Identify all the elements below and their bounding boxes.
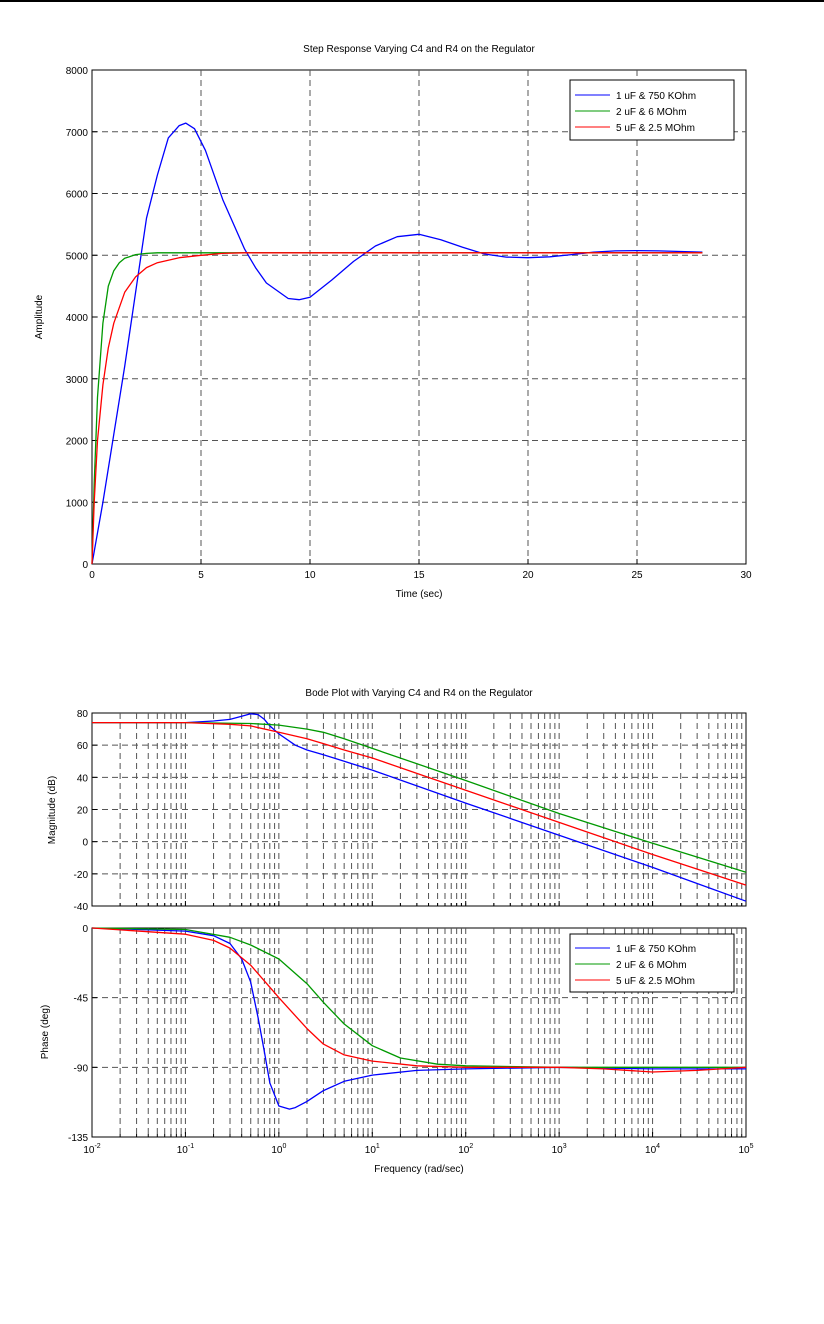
step-legend-label-3: 5 uF & 2.5 MOhm [616,123,695,134]
phase-legend: 1 uF & 750 KOhm 2 uF & 6 MOhm 5 uF & 2.5… [569,933,735,993]
phase-y-tick-label: -135 [68,1133,88,1144]
top-rule [0,0,824,2]
step-x-axis-label: Time (sec) [396,589,443,600]
phase-series-lines [91,927,747,1110]
phase-x-tick-label: 10-1 [177,1143,194,1156]
magnitude-y-tick-label: 60 [77,741,89,752]
step-x-tick-label: 0 [89,570,95,581]
bode-chart-title: Bode Plot with Varying C4 and R4 on the … [305,688,533,699]
step-y-tick-label: 0 [82,560,88,571]
bode-magnitude-chart: -40 -20 0 20 40 60 80 Bode Plot with Varying C… [47,688,747,913]
step-y-tick-label: 6000 [66,190,89,201]
magnitude-y-tick-label: 80 [77,709,89,720]
magnitude-y-axis-label: Magnitude (dB) [47,776,58,844]
phase-legend-label-1: 1 uF & 750 KOhm [616,944,696,955]
phase-y-tick-label: -45 [74,994,89,1005]
magnitude-grid [92,713,746,906]
phase-series-line-3 [91,927,747,1073]
step-y-tick-label: 7000 [66,128,89,139]
phase-series-line-1 [91,927,746,1110]
step-x-tick-label: 15 [413,570,425,581]
step-y-tick-label: 8000 [66,66,89,77]
step-response-chart: 0 5 10 15 20 25 30 0 1000 2000 3000 4000 5000 6000 700… [34,44,752,600]
phase-x-tick-label: 104 [645,1143,660,1156]
step-legend-label-2: 2 uF & 6 MOhm [616,107,687,118]
magnitude-series-line-3 [92,721,747,886]
phase-x-tick-label: 10-2 [83,1143,100,1156]
step-x-tick-label: 10 [304,570,316,581]
step-x-tick-label: 5 [198,570,204,581]
step-legend: 1 uF & 750 KOhm 2 uF & 6 MOhm 5 uF & 2.5… [569,79,735,141]
step-y-tick-label: 5000 [66,251,89,262]
bode-phase-chart: 10-2 10-1 100 101 102 103 104 105 -135 -90 -45 0 Fr… [40,924,754,1175]
phase-y-tick-label: -90 [74,1063,89,1074]
magnitude-axis-ticks: -40 -20 0 20 40 60 80 [74,709,743,913]
magnitude-y-tick-label: -40 [74,902,89,913]
magnitude-y-tick-label: 40 [77,773,89,784]
phase-x-tick-label: 105 [738,1143,753,1156]
phase-legend-box [569,933,735,993]
step-chart-title: Step Response Varying C4 and R4 on the R… [303,44,535,55]
phase-y-axis-label: Phase (deg) [40,1005,51,1059]
phase-legend-label-3: 5 uF & 2.5 MOhm [616,976,695,987]
magnitude-series-line-1 [92,713,747,902]
step-y-tick-label: 4000 [66,313,89,324]
phase-x-axis-label: Frequency (rad/sec) [374,1164,463,1175]
step-series-line-1 [91,122,703,565]
phase-grid [92,928,746,1137]
phase-axis-ticks: 10-2 10-1 100 101 102 103 104 105 -135 -90 -45 0 [68,924,754,1156]
step-y-tick-label: 1000 [66,498,89,509]
phase-series-line-2 [91,927,746,1068]
step-series-line-2 [91,252,703,565]
step-legend-box [569,79,735,141]
step-y-tick-label: 2000 [66,437,89,448]
step-x-tick-label: 30 [740,570,752,581]
step-legend-label-1: 1 uF & 750 KOhm [616,91,696,102]
phase-x-tick-label: 102 [458,1143,473,1156]
phase-x-tick-label: 100 [271,1143,286,1156]
phase-x-tick-label: 103 [552,1143,567,1156]
step-y-tick-label: 3000 [66,375,89,386]
magnitude-y-tick-label: -20 [74,870,89,881]
magnitude-y-tick-label: 0 [82,838,88,849]
step-x-tick-label: 25 [631,570,643,581]
step-series-lines [91,122,703,565]
magnitude-y-tick-label: 20 [77,806,89,817]
phase-x-tick-label: 101 [365,1143,380,1156]
magnitude-series-lines [92,713,747,902]
step-axis-ticks: 0 5 10 15 20 25 30 0 1000 2000 3000 4000 5000 6000 700… [66,66,752,581]
phase-y-tick-label: 0 [82,924,88,935]
step-series-line-3 [91,252,703,565]
magnitude-series-line-2 [92,721,747,873]
step-x-tick-label: 20 [522,570,534,581]
step-y-axis-label: Amplitude [34,294,45,339]
phase-legend-label-2: 2 uF & 6 MOhm [616,960,687,971]
